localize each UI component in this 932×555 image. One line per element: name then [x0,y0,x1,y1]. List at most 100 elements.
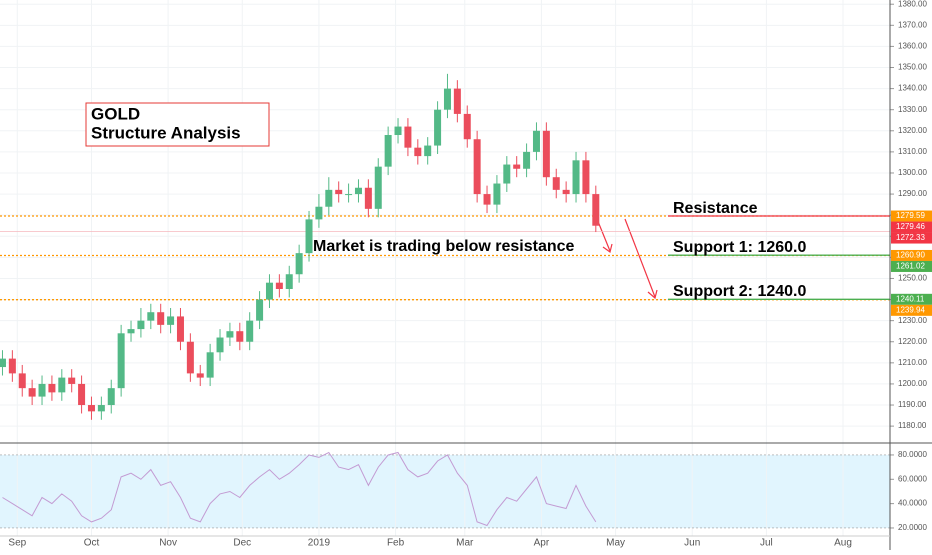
candle-body [176,316,184,342]
x-tick-label: Apr [534,538,550,549]
x-tick-label: Jul [760,538,773,549]
candle-body [483,194,491,205]
x-tick-label: Sep [8,538,26,549]
candle-body [256,299,264,321]
price-tag-label: 1261.02 [896,262,925,271]
y-tick-label: 1370.00 [898,20,927,29]
annotation: Resistance [673,200,758,217]
candle-body [78,383,86,406]
candle-body [572,160,580,195]
candle-body [38,383,46,397]
y-tick-label: 1340.00 [898,84,927,93]
candle-body [354,187,362,195]
candle-body [364,187,372,209]
candle-body [8,358,16,374]
candle-body [127,329,135,334]
candle-body [345,194,353,196]
arrows [596,218,658,300]
candle-body [206,352,214,378]
x-tick-label: Jun [684,538,700,549]
title-line: GOLD [91,104,140,123]
candle-body [552,177,560,190]
candle-body [216,337,224,353]
candle-body [137,320,145,330]
x-tick-label: 2019 [308,538,331,549]
price-tag [891,221,932,233]
x-tick-label: Oct [84,538,100,549]
x-tick-label: May [606,538,625,549]
title-box [85,102,270,147]
price-tag [891,232,932,244]
candle-body [275,282,283,290]
candle-body [265,282,273,300]
candle-body [147,312,155,321]
y-tick-label: 1300.00 [898,168,927,177]
price-tag-label: 1279.59 [896,211,925,220]
x-tick-label: Mar [456,538,474,549]
candle-body [404,126,412,148]
candle-body [305,219,313,254]
candle-body [285,274,293,290]
y-tick-label: 80.0000 [898,450,927,459]
candle-body [246,320,254,342]
x-tick-label: Nov [159,538,177,549]
candle-body [394,126,402,136]
candle-body [97,405,105,412]
annotation: Support 1: 1260.0 [673,239,806,256]
candle-body [236,331,244,342]
y-tick-label: 20.0000 [898,523,927,532]
candle-body [315,206,323,220]
y-tick-label: 1380.00 [898,0,927,8]
candle-body [196,373,204,378]
candle-body [424,145,432,157]
candle-body [18,373,26,389]
x-tick-label: Dec [233,538,251,549]
y-tick-label: 1310.00 [898,147,927,156]
candle-body [532,130,540,152]
candle-body [157,312,165,325]
candle-body [186,341,194,374]
y-tick-label: 1180.00 [898,421,927,430]
candle-body [493,183,501,205]
rsi-line [2,451,597,527]
candle-body [0,358,6,368]
candle-body [384,135,392,167]
y-tick-label: 1190.00 [898,400,927,409]
candle-body [463,113,471,140]
candle-body [107,388,115,406]
price-tag [891,260,932,272]
y-tick-label: 1230.00 [898,316,927,325]
candle-body [167,316,175,325]
y-tick-label: 60.0000 [898,474,927,483]
candle-body [582,160,590,195]
rsi-band [0,454,890,528]
candle-body [592,194,600,226]
series [0,73,890,527]
candle-body [513,164,521,169]
y-tick-label: 1250.00 [898,274,927,283]
candle-body [414,147,422,157]
y-tick-label: 1360.00 [898,42,927,51]
candle-body [295,253,303,275]
candle-body [226,331,234,338]
price-tag-label: 1279.46 [896,222,925,231]
candle-body [542,130,550,178]
candle-body [443,88,451,110]
y-tick-label: 40.0000 [898,499,927,508]
candle-body [562,189,570,195]
candle-body [523,151,531,169]
candle-body [117,333,125,389]
y-tick-label: 1320.00 [898,126,927,135]
price-tag [891,249,932,261]
annotation: Market is trading below resistance [313,238,575,255]
candle-body [58,377,66,393]
candle-body [325,189,333,207]
y-tick-label: 1220.00 [898,337,927,346]
x-tick-label: Aug [834,538,852,549]
background [0,454,890,528]
grid [0,0,890,536]
candle-body [87,405,95,412]
